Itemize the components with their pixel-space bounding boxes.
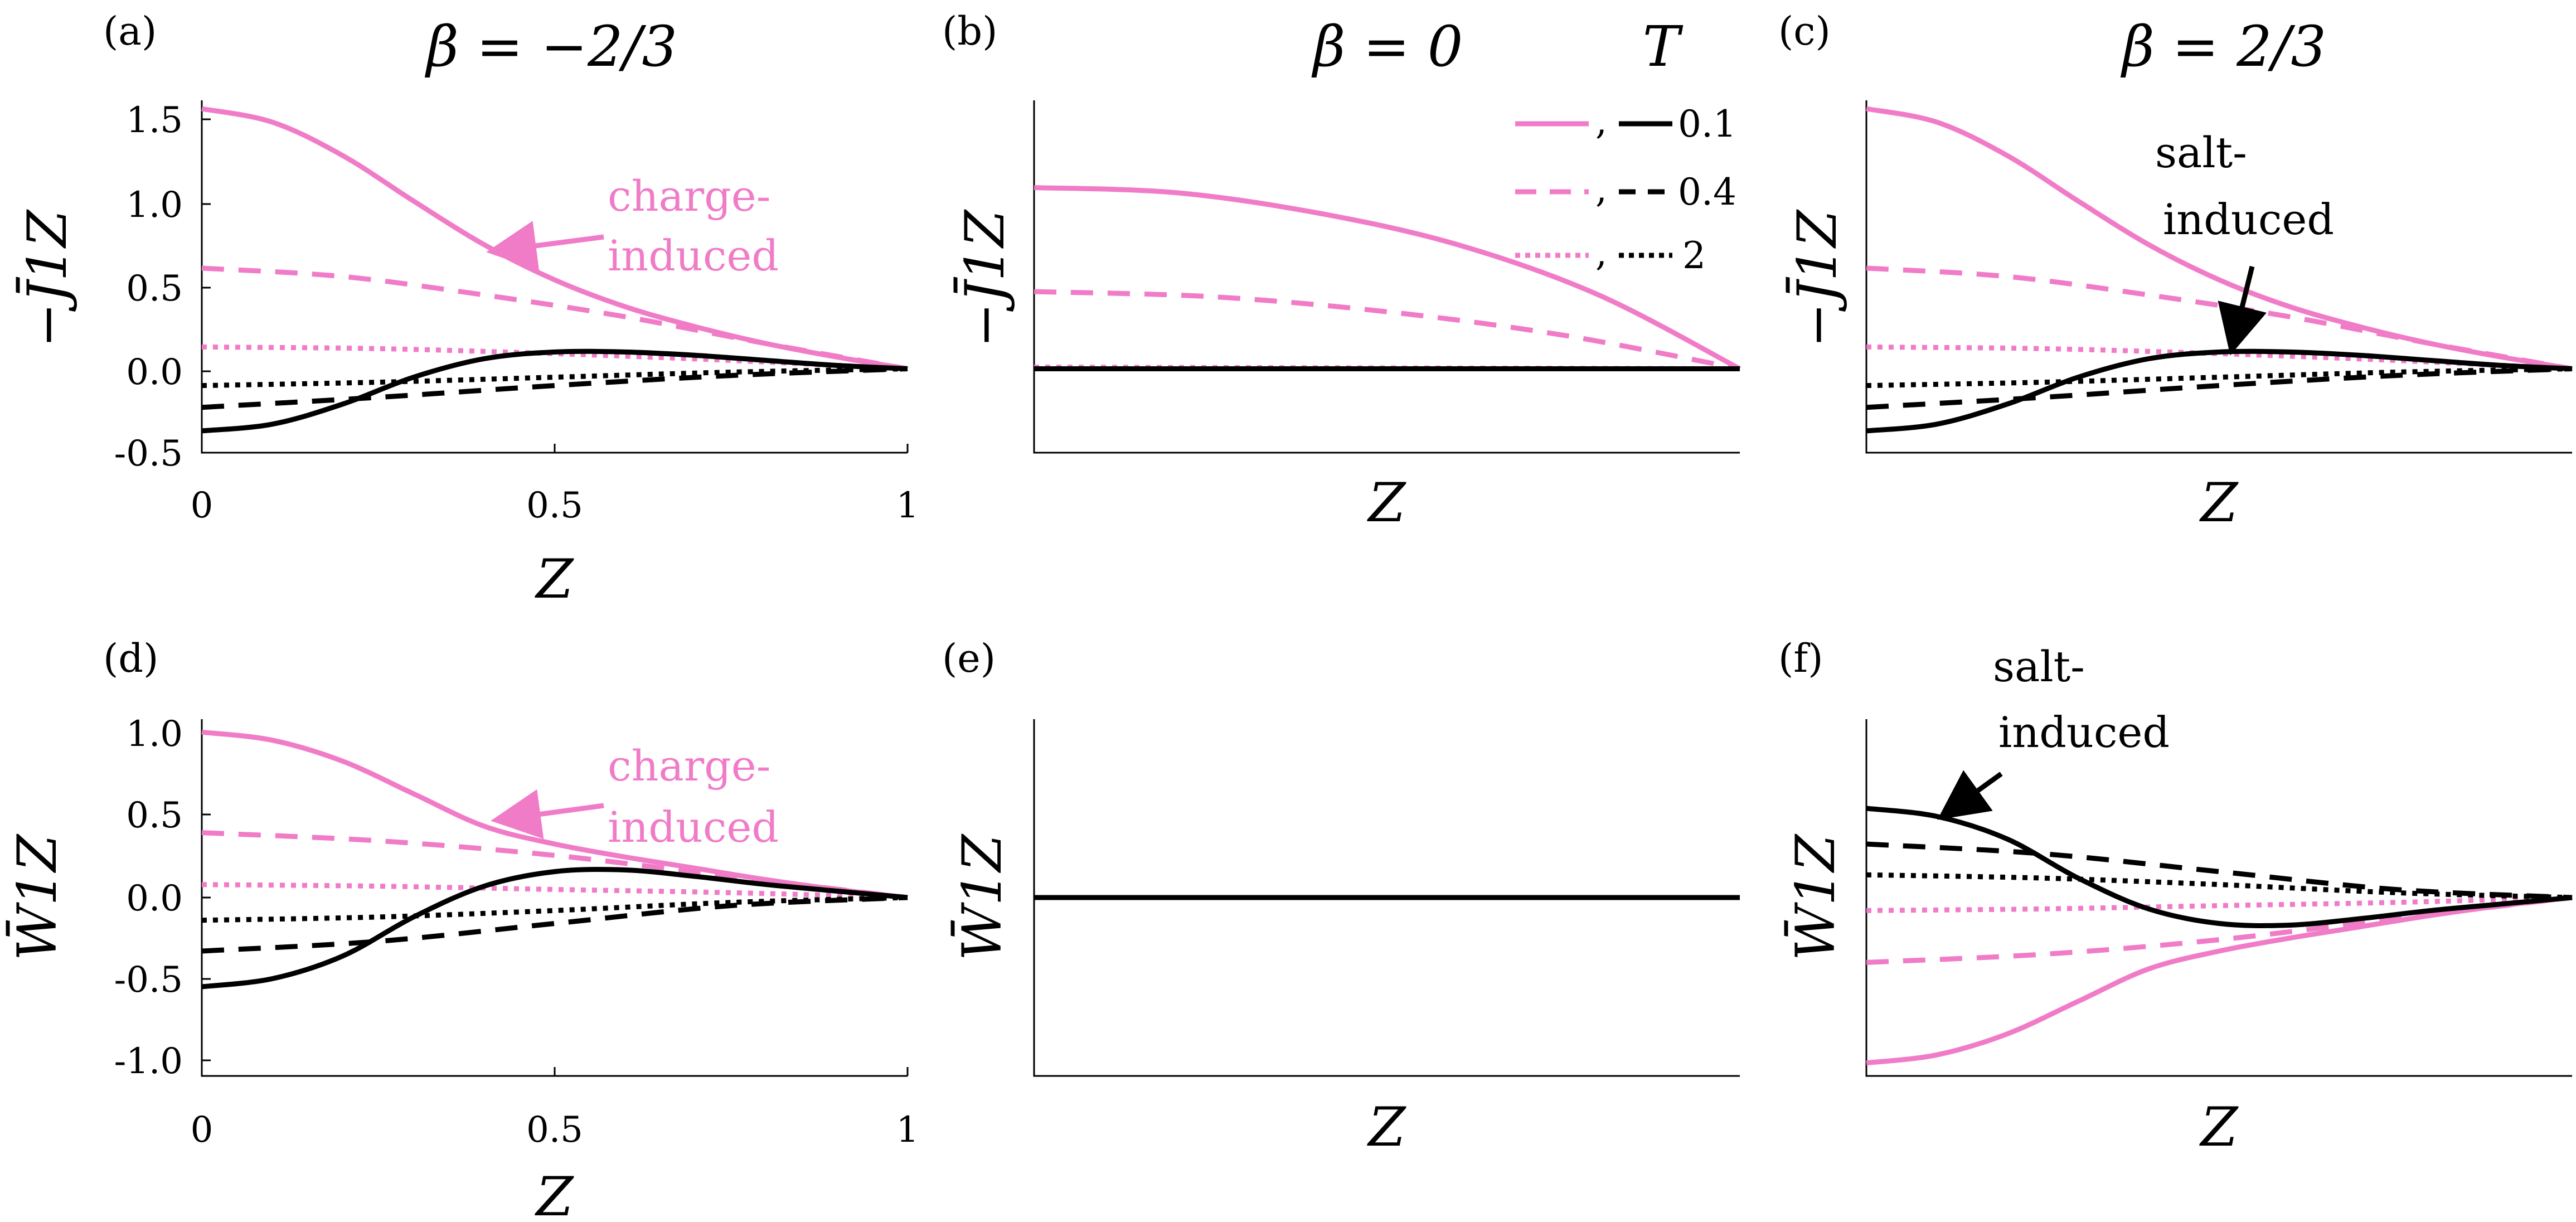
series-c-black-dotted <box>1866 366 2573 389</box>
series-c-black-dashed <box>1866 366 2573 410</box>
ytick-a-1: 0.0 <box>126 352 183 393</box>
ytick-a-0: -0.5 <box>114 433 183 474</box>
ylabel-d: W̄1Z <box>6 833 69 961</box>
ylabel-a: −J̄1Z <box>16 208 79 347</box>
annotation-a-arrow <box>486 221 604 271</box>
series-d-black-solid <box>201 867 908 990</box>
annotation-c-arrow <box>2218 265 2267 356</box>
xtick-a-1: 0.5 <box>526 485 583 526</box>
axes-e <box>1033 719 1740 1077</box>
legend-sep-1: , <box>1595 100 1607 143</box>
axes-d <box>201 719 908 1077</box>
axes-a <box>201 100 908 454</box>
ylabel-b: −J̄1Z <box>954 208 1016 347</box>
series-a-black-dotted <box>201 366 908 389</box>
xtick-d-1: 0.5 <box>526 1109 583 1151</box>
series-a-black-dashed <box>201 366 908 410</box>
annotation-c-line1: salt- <box>2155 128 2247 177</box>
ylabel-e: W̄1Z <box>951 833 1013 961</box>
column-title-b: β = 0 <box>1311 14 1463 79</box>
panel-label-f: (f) <box>1778 636 1823 681</box>
series-f-black-dotted <box>1866 872 2573 900</box>
series-a-pink-dashed <box>201 265 908 371</box>
ytick-d-3: 0.5 <box>126 795 183 836</box>
legend-label-1: 0.1 <box>1678 103 1736 146</box>
xlabel-d: Z <box>535 1166 575 1222</box>
xtick-a-2: 1 <box>896 485 919 526</box>
xtick-d-2: 1 <box>896 1109 919 1151</box>
series-f-pink-dashed <box>1866 895 2573 965</box>
column-title-a: β = −2/3 <box>424 14 677 79</box>
xlabel-b: Z <box>1367 472 1407 534</box>
xlabel-e: Z <box>1367 1096 1407 1158</box>
series-f-black-solid <box>1866 806 2573 928</box>
ylabel-f: W̄1Z <box>1784 833 1847 961</box>
axes-c <box>1865 100 2572 454</box>
xlabel-c: Z <box>2199 472 2239 534</box>
ytick-d-2: 0.0 <box>126 878 183 919</box>
series-f-pink-solid <box>1866 895 2573 1066</box>
xlabel-a: Z <box>535 548 575 610</box>
ytick-a-2: 0.5 <box>126 268 183 309</box>
panel-label-d: (d) <box>103 636 158 681</box>
ytick-d-1: -0.5 <box>114 959 183 1001</box>
annotation-c: salt- induced <box>2155 128 2334 356</box>
axes-b <box>1033 100 1740 454</box>
series-b-pink-dashed <box>1034 289 1740 371</box>
series-d-black-dotted <box>201 895 908 923</box>
legend-sep-3: , <box>1595 231 1607 274</box>
ytick-d-0: -1.0 <box>114 1041 183 1082</box>
panel-label-a: (a) <box>103 8 157 54</box>
series-c-black-solid <box>1866 348 2573 434</box>
axes-f <box>1865 719 2572 1077</box>
series-a-pink-solid <box>201 106 908 371</box>
annotation-d-line1: charge- <box>608 741 770 791</box>
ylabel-c: −J̄1Z <box>1786 208 1849 347</box>
series-a-black-solid <box>201 348 908 434</box>
series-d-black-dashed <box>201 895 908 954</box>
legend-label-3: 2 <box>1682 234 1706 277</box>
series-d-pink-dotted <box>201 882 908 900</box>
column-title-c: β = 2/3 <box>2120 14 2326 79</box>
annotation-a: charge- induced <box>486 171 779 280</box>
series-f-pink-dotted <box>1866 895 2573 913</box>
annotation-d: charge- induced <box>491 741 779 852</box>
xlabel-f: Z <box>2199 1096 2239 1158</box>
legend-label-2: 0.4 <box>1678 171 1736 214</box>
annotation-f-line1: salt- <box>1993 642 2085 691</box>
panel-label-e: (e) <box>942 636 996 681</box>
ytick-a-3: 1.0 <box>126 185 183 226</box>
annotation-c-line2: induced <box>2163 195 2334 244</box>
annotation-f: salt- induced <box>1937 642 2170 820</box>
annotation-d-line2: induced <box>608 802 779 852</box>
annotation-f-arrow <box>1937 770 2003 820</box>
ytick-d-4: 1.0 <box>126 714 183 755</box>
annotation-a-line2: induced <box>608 231 779 280</box>
series-d-pink-solid <box>201 729 908 900</box>
series-d-pink-dashed <box>201 830 908 900</box>
annotation-d-arrow <box>491 789 604 839</box>
panel-label-c: (c) <box>1778 8 1831 54</box>
series-b-pink-solid <box>1034 185 1741 371</box>
annotation-f-line2: induced <box>1998 707 2170 757</box>
legend-sep-2: , <box>1595 168 1607 211</box>
legend-title: T <box>1643 14 1684 79</box>
legend: T , 0.1 , 0.4 , 2 <box>1515 14 1736 277</box>
series-c-pink-dashed <box>1866 265 2573 371</box>
xtick-a-0: 0 <box>191 485 214 526</box>
panel-label-b: (b) <box>942 8 997 54</box>
ytick-a-4: 1.5 <box>126 100 183 141</box>
annotation-a-line1: charge- <box>608 171 770 221</box>
xtick-d-0: 0 <box>191 1109 214 1151</box>
series-f-black-dashed <box>1866 841 2573 900</box>
